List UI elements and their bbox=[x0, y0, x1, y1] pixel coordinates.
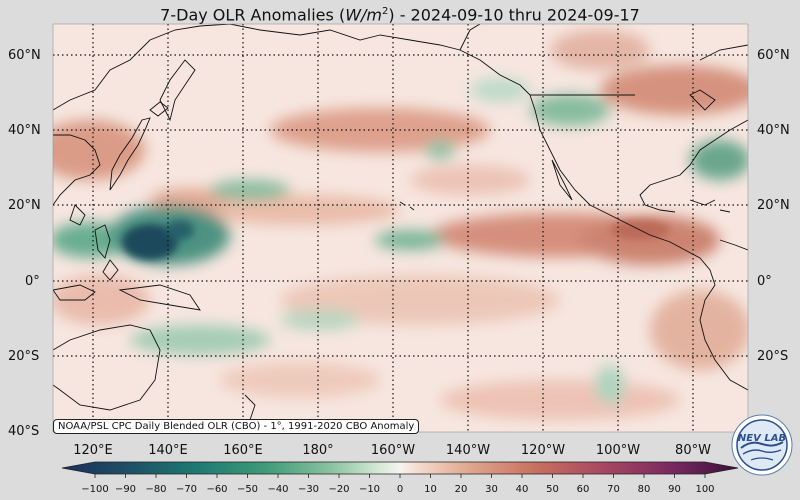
lat-label-left: 20°N bbox=[8, 198, 41, 213]
colorbar-tick-label: −100 bbox=[81, 484, 109, 495]
colorbar-tick-label: 70 bbox=[607, 484, 620, 495]
colorbar-tick-label: 80 bbox=[637, 484, 651, 495]
colorbar-tick-label: 10 bbox=[424, 484, 437, 495]
lon-label: 80°W bbox=[675, 443, 711, 458]
data-source-credit: NOAA/PSL CPC Daily Blended OLR (CBO) - 1… bbox=[53, 419, 420, 434]
anomaly-field bbox=[53, 24, 748, 432]
lon-label: 120°W bbox=[520, 443, 566, 458]
lat-label-right: 60°N bbox=[757, 48, 790, 63]
lon-label: 160°E bbox=[223, 443, 263, 458]
map-title: 7-Day OLR Anomalies (W/m2) - 2024-09-10 … bbox=[0, 0, 800, 24]
colorbar bbox=[61, 461, 739, 478]
lon-label: 160°W bbox=[370, 443, 416, 458]
colorbar-tick-label: 40 bbox=[515, 484, 529, 495]
lat-label-left: 0° bbox=[25, 274, 40, 289]
colorbar-tick-label: 50 bbox=[546, 484, 559, 495]
lon-label: 140°W bbox=[445, 443, 491, 458]
title-units: W/m bbox=[345, 5, 382, 25]
olr-anomaly-map bbox=[52, 23, 749, 433]
lat-label-left: 40°S bbox=[8, 424, 40, 439]
coastlines bbox=[53, 24, 748, 431]
colorbar-tick-label: −50 bbox=[236, 484, 259, 495]
colorbar-tick-label: −20 bbox=[328, 484, 350, 495]
colorbar-tick-label: −40 bbox=[267, 484, 289, 495]
colorbar-tick-label: −30 bbox=[297, 484, 320, 495]
lat-label-left: 20°S bbox=[8, 349, 40, 364]
colorbar-tick-label: 90 bbox=[668, 484, 681, 495]
lat-label-right: 40°N bbox=[757, 123, 790, 138]
lon-label: 180° bbox=[302, 443, 334, 458]
lat-label-right: 20°N bbox=[757, 198, 790, 213]
colorbar-tick-label: 20 bbox=[454, 484, 468, 495]
lat-label-left: 60°N bbox=[8, 48, 41, 63]
colorbar-strip bbox=[61, 461, 739, 475]
graticule bbox=[53, 24, 748, 432]
lat-label-right: 0° bbox=[757, 274, 772, 289]
colorbar-tick-label: −80 bbox=[145, 484, 167, 495]
colorbar-tick-label: −10 bbox=[358, 484, 381, 495]
colorbar-tick-label: −70 bbox=[175, 484, 198, 495]
nevlab-logo: NEV LAB bbox=[731, 414, 793, 476]
colorbar-tick-label: −90 bbox=[114, 484, 137, 495]
lat-label-right: 20°S bbox=[757, 349, 789, 364]
title-prefix: 7-Day OLR Anomalies ( bbox=[160, 5, 346, 25]
lat-label-left: 40°N bbox=[8, 123, 41, 138]
colorbar-tick-label: 0 bbox=[396, 484, 404, 495]
colorbar-tick-label: 60 bbox=[576, 484, 590, 495]
logo-text: NEV LAB bbox=[738, 433, 786, 444]
colorbar-tick-label: 100 bbox=[695, 484, 715, 495]
colorbar-tick-label: −60 bbox=[206, 484, 228, 495]
lon-label: 140°E bbox=[148, 443, 188, 458]
title-units-exponent: 2 bbox=[381, 6, 389, 17]
lon-label: 120°E bbox=[73, 443, 113, 458]
lon-label: 100°W bbox=[595, 443, 641, 458]
colorbar-tick-label: 30 bbox=[485, 484, 498, 495]
title-date-range: ) - 2024-09-10 thru 2024-09-17 bbox=[388, 5, 640, 25]
